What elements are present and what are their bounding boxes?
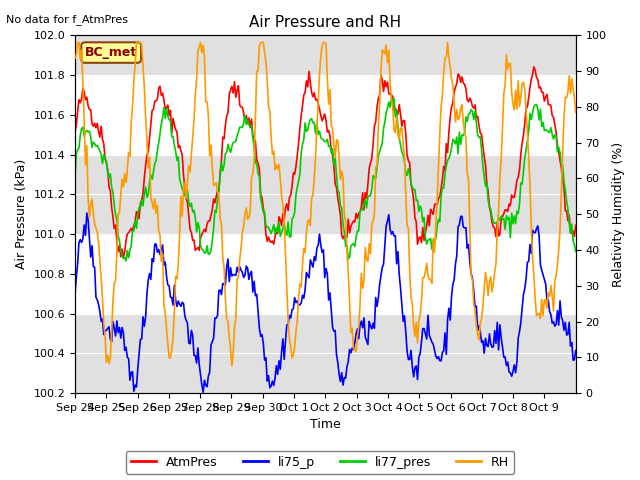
X-axis label: Time: Time [310, 419, 340, 432]
Text: No data for f_AtmPres: No data for f_AtmPres [6, 14, 129, 25]
Y-axis label: Relativity Humidity (%): Relativity Humidity (%) [612, 142, 625, 287]
Text: BC_met: BC_met [85, 46, 138, 59]
Legend: AtmPres, li75_p, li77_pres, RH: AtmPres, li75_p, li77_pres, RH [126, 451, 514, 474]
Bar [75, 155, 576, 234]
Bar [75, 36, 576, 75]
Title: Air Pressure and RH: Air Pressure and RH [250, 15, 401, 30]
Bar [75, 313, 576, 393]
Y-axis label: Air Pressure (kPa): Air Pressure (kPa) [15, 159, 28, 269]
